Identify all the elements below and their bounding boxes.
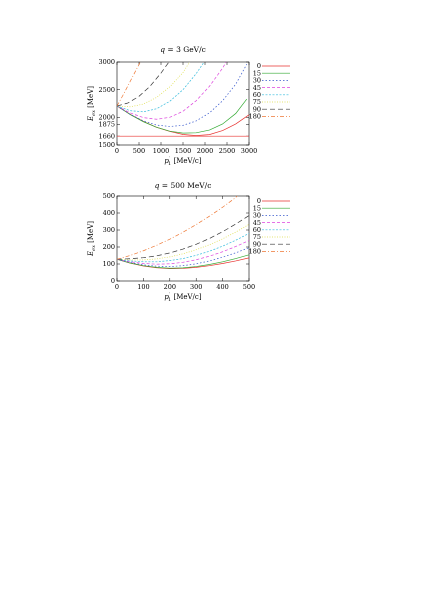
series-line-0 <box>117 257 249 269</box>
x-tick-label: 100 <box>137 283 149 291</box>
series-line-45 <box>117 62 227 120</box>
legend-label-90: 90 <box>253 240 261 248</box>
chart-panel-1: q = 3 GeV/c0 500 1000 1500 2000 2500 300015001… <box>87 45 290 167</box>
legend-label-45: 45 <box>253 219 261 227</box>
y-axis-label: Eex [MeV] <box>87 86 97 122</box>
legend-label-75: 75 <box>253 233 261 241</box>
series-line-30 <box>117 64 248 127</box>
legend-label-60: 60 <box>253 91 261 99</box>
legend-label-30: 30 <box>253 212 261 220</box>
y-tick-label: 200 <box>103 243 115 251</box>
legend-label-180: 180 <box>249 248 261 256</box>
series-line-60 <box>117 62 205 113</box>
series-line-90 <box>117 62 170 107</box>
series-line-75 <box>117 62 190 108</box>
x-tick-label: 1500 <box>175 147 192 155</box>
y-tick-label: 1660 <box>98 132 115 140</box>
x-tick-label: 2500 <box>219 147 236 155</box>
legend-label-15: 15 <box>253 69 261 77</box>
series-line-60 <box>117 233 249 263</box>
x-tick-label: 500 <box>243 283 255 291</box>
y-tick-label: 500 <box>103 192 115 200</box>
y-tick-label: 1500 <box>98 141 115 149</box>
y-tick-label: 2000 <box>98 114 115 122</box>
legend-label-90: 90 <box>253 105 261 113</box>
series-group <box>117 196 249 269</box>
x-tick-label: 3000 <box>241 147 258 155</box>
legend-label-0: 0 <box>257 62 261 70</box>
x-axis-label: p′ 1 [MeV/c] <box>164 156 201 167</box>
series-group <box>117 62 249 136</box>
series-line-45 <box>117 240 249 265</box>
y-tick-label: 1875 <box>98 120 115 128</box>
series-line-15 <box>117 254 249 269</box>
legend-label-0: 0 <box>257 197 261 205</box>
legend-label-45: 45 <box>253 84 261 92</box>
legend-label-180: 180 <box>249 113 261 121</box>
series-line-30 <box>117 247 249 267</box>
y-axis-label: Eex [MeV] <box>87 221 97 257</box>
series-line-180 <box>117 196 238 260</box>
x-tick-label: 2000 <box>197 147 214 155</box>
chart-title: q = 3 GeV/c <box>160 45 206 54</box>
series-line-75 <box>117 224 249 261</box>
x-tick-label: 200 <box>164 283 176 291</box>
x-tick-label: 1000 <box>153 147 170 155</box>
series-line-0 <box>117 105 249 136</box>
x-axis-label: p′ 1 [MeV/c] <box>164 292 201 303</box>
chart-title: q = 500 MeV/c <box>155 181 212 190</box>
series-line-90 <box>117 215 249 260</box>
legend-label-75: 75 <box>253 98 261 106</box>
legend-label-30: 30 <box>253 77 261 85</box>
y-tick-label: 2500 <box>98 86 115 94</box>
y-tick-label: 100 <box>103 260 115 268</box>
plot-frame <box>116 195 250 282</box>
x-tick-label: 400 <box>216 283 228 291</box>
chart-panel-2: q = 500 MeV/c0 100 200 300 400 50001002003004… <box>87 181 290 303</box>
series-line-180 <box>117 62 141 107</box>
y-tick-label: 0 <box>111 277 115 285</box>
y-tick-label: 300 <box>103 226 115 234</box>
y-tick-label: 400 <box>103 209 115 217</box>
series-line-15 <box>117 98 248 134</box>
plot-frame <box>116 61 250 146</box>
x-tick-label: 500 <box>133 147 145 155</box>
x-tick-label: 0 <box>115 283 119 291</box>
legend-label-15: 15 <box>253 204 261 212</box>
x-tick-label: 300 <box>190 283 202 291</box>
y-tick-label: 3000 <box>98 58 115 66</box>
legend-label-60: 60 <box>253 226 261 234</box>
x-tick-label: 0 <box>115 147 119 155</box>
